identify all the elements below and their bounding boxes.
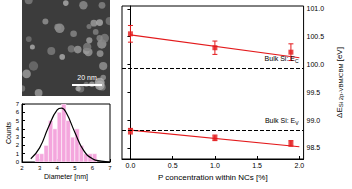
svg-text:1.5: 1.5 — [252, 162, 262, 169]
svg-text:Bulk Si: E: Bulk Si: E — [265, 117, 296, 124]
svg-text:4: 4 — [56, 165, 60, 171]
svg-text:4: 4 — [16, 126, 20, 132]
svg-text:V: V — [295, 120, 299, 126]
svg-text:Counts: Counts — [5, 121, 12, 144]
svg-text:100.0: 100.0 — [307, 61, 325, 68]
svg-text:7: 7 — [108, 165, 112, 171]
svg-text:1: 1 — [16, 151, 20, 157]
svg-text:2: 2 — [20, 165, 24, 171]
svg-text:3: 3 — [38, 165, 42, 171]
svg-text:98.5: 98.5 — [307, 144, 321, 151]
svg-text:5: 5 — [73, 165, 77, 171]
svg-text:Si 2p-VBM/CBM: Si 2p-VBM/CBM — [338, 64, 344, 108]
svg-text:P concentration within NCs [%]: P concentration within NCs [%] — [158, 173, 268, 182]
svg-text:[eV]: [eV] — [335, 47, 344, 63]
svg-text:2: 2 — [16, 142, 20, 148]
svg-text:0: 0 — [16, 159, 20, 165]
svg-text:0.5: 0.5 — [168, 162, 178, 169]
svg-text:3: 3 — [16, 134, 20, 140]
svg-text:Bulk Si: E: Bulk Si: E — [265, 55, 296, 62]
svg-text:Diameter [nm]: Diameter [nm] — [44, 173, 88, 181]
svg-text:20 nm: 20 nm — [77, 74, 97, 81]
svg-text:6: 6 — [16, 109, 20, 115]
svg-text:2.0: 2.0 — [294, 162, 304, 169]
svg-text:6: 6 — [91, 165, 95, 171]
svg-text:100.5: 100.5 — [307, 33, 325, 40]
svg-text:7: 7 — [16, 101, 20, 107]
svg-text:0.0: 0.0 — [126, 162, 136, 169]
svg-text:5: 5 — [16, 118, 20, 124]
svg-text:99.5: 99.5 — [307, 89, 321, 96]
svg-text:C: C — [295, 58, 299, 64]
svg-text:99.0: 99.0 — [307, 117, 321, 124]
svg-text:1.0: 1.0 — [210, 162, 220, 169]
svg-text:ΔE: ΔE — [335, 107, 344, 118]
svg-text:101.0: 101.0 — [307, 5, 325, 12]
